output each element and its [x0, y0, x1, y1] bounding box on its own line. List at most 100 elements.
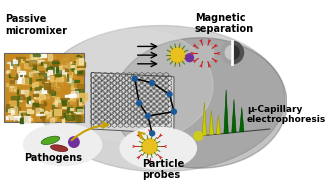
Bar: [11, 110, 14, 114]
Bar: [48, 56, 55, 63]
Bar: [67, 102, 69, 105]
Polygon shape: [202, 102, 207, 135]
Bar: [69, 103, 72, 104]
Bar: [29, 91, 36, 95]
Bar: [21, 59, 27, 61]
Bar: [44, 73, 49, 78]
Bar: [52, 117, 56, 120]
Bar: [17, 67, 19, 71]
Bar: [22, 77, 27, 84]
Bar: [6, 70, 8, 73]
Bar: [19, 111, 25, 115]
Bar: [7, 104, 9, 108]
Bar: [46, 78, 50, 79]
Bar: [62, 107, 69, 108]
Circle shape: [137, 101, 142, 105]
Bar: [71, 94, 76, 96]
Bar: [33, 103, 38, 106]
Bar: [8, 74, 14, 75]
Bar: [15, 116, 20, 120]
Bar: [36, 108, 42, 113]
Bar: [79, 58, 83, 64]
Bar: [25, 88, 32, 95]
Bar: [34, 82, 38, 86]
Bar: [8, 108, 13, 112]
Bar: [10, 80, 16, 85]
Bar: [24, 61, 28, 62]
Bar: [71, 66, 77, 71]
Bar: [13, 60, 17, 64]
Bar: [54, 88, 60, 90]
Bar: [19, 72, 22, 76]
Bar: [76, 71, 82, 73]
Bar: [36, 114, 44, 115]
Bar: [17, 99, 18, 106]
Bar: [49, 70, 52, 74]
Bar: [14, 74, 17, 79]
Bar: [51, 83, 54, 88]
Bar: [12, 84, 19, 88]
Bar: [31, 66, 32, 67]
Text: Passive
micromixer: Passive micromixer: [5, 14, 67, 36]
Bar: [40, 109, 43, 115]
Bar: [60, 114, 63, 118]
Bar: [41, 62, 49, 67]
Bar: [16, 72, 17, 74]
Bar: [33, 73, 38, 79]
Bar: [33, 53, 41, 56]
Bar: [44, 64, 46, 67]
Bar: [9, 86, 16, 91]
Bar: [26, 119, 34, 122]
Bar: [79, 68, 84, 69]
Bar: [53, 102, 55, 106]
Bar: [42, 116, 45, 118]
Bar: [59, 110, 67, 112]
Bar: [69, 98, 75, 101]
Bar: [29, 101, 30, 103]
Wedge shape: [221, 41, 232, 64]
Bar: [8, 83, 14, 87]
Bar: [55, 74, 61, 76]
Bar: [16, 57, 22, 62]
Bar: [16, 107, 20, 113]
Bar: [9, 118, 14, 119]
Bar: [77, 100, 80, 105]
Bar: [74, 93, 75, 98]
Bar: [36, 105, 44, 111]
Bar: [38, 95, 40, 97]
Polygon shape: [240, 107, 244, 132]
Bar: [32, 83, 35, 87]
Bar: [36, 69, 37, 75]
Bar: [14, 87, 15, 91]
Bar: [79, 98, 83, 103]
Bar: [65, 95, 72, 102]
Bar: [10, 80, 14, 83]
Bar: [74, 58, 76, 62]
Bar: [79, 100, 81, 105]
Bar: [66, 115, 74, 120]
Bar: [42, 77, 46, 84]
Bar: [34, 101, 40, 104]
Bar: [10, 116, 18, 119]
Bar: [70, 80, 73, 84]
Bar: [27, 109, 33, 113]
Bar: [67, 107, 72, 113]
Bar: [38, 66, 45, 70]
Ellipse shape: [120, 127, 197, 169]
Bar: [68, 104, 72, 109]
Bar: [55, 95, 62, 100]
Bar: [55, 87, 59, 90]
Bar: [13, 59, 16, 66]
Bar: [73, 75, 76, 77]
Bar: [29, 56, 36, 62]
Bar: [7, 70, 10, 72]
Polygon shape: [91, 73, 174, 133]
Circle shape: [146, 114, 150, 119]
Bar: [31, 71, 39, 75]
Bar: [56, 109, 60, 110]
Bar: [21, 90, 30, 93]
Bar: [25, 90, 28, 96]
Bar: [42, 114, 48, 118]
Bar: [50, 118, 54, 123]
Bar: [50, 68, 52, 74]
